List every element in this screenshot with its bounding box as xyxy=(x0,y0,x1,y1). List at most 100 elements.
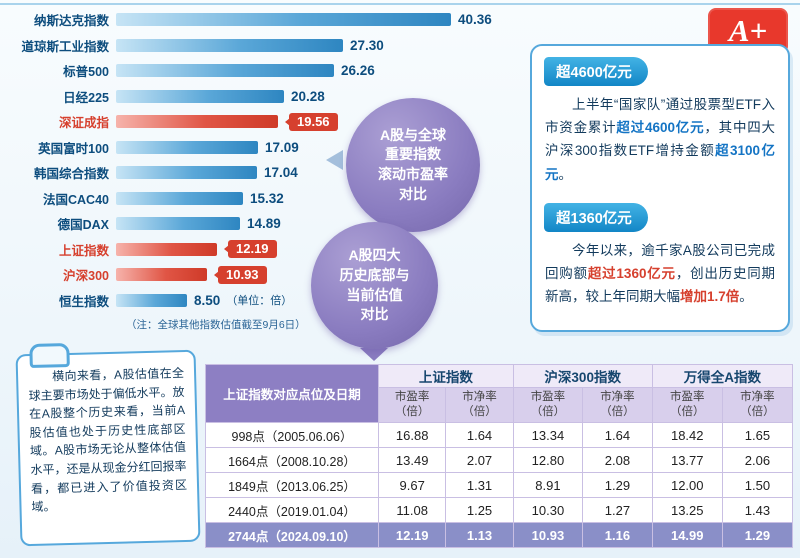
bar-row: 深证成指 19.56 xyxy=(8,109,492,135)
table-row-label: 1664点（2008.10.28） xyxy=(205,447,379,473)
bubble-line: 对比 xyxy=(399,185,427,202)
table-body: 998点（2005.06.06） 16.88 1.64 13.34 1.64 18.42 1… xyxy=(205,422,794,548)
bar-row: 法国CAC40 15.32 xyxy=(8,186,492,212)
bar-row: 英国富时100 17.09 xyxy=(8,135,492,161)
bar-value: 8.50 xyxy=(194,292,221,308)
bubble-line: 滚动市盈率 xyxy=(378,166,448,182)
table-sub-header: 市盈率 （倍） xyxy=(512,387,584,423)
bar xyxy=(116,166,257,180)
info-panel: 超4600亿元 上半年“国家队”通过股票型ETF入市资金累计超过4600亿元，其… xyxy=(530,44,790,332)
table-sub-header: 市净率 （倍） xyxy=(445,387,514,423)
table-row: 2744点（2024.09.10） 12.19 1.13 10.93 1.16 14.99… xyxy=(205,522,794,548)
bar-label: 纳斯达克指数 xyxy=(33,14,109,29)
bar-row: 日经225 20.28 xyxy=(8,84,492,110)
bar-value: 15.32 xyxy=(250,190,284,206)
bar xyxy=(116,140,258,154)
table-cell: 10.30 xyxy=(512,497,584,523)
table-cell: 16.88 xyxy=(377,422,447,448)
bar xyxy=(116,268,207,282)
bar-label: 法国CAC40 xyxy=(43,192,109,207)
bar-label: 道琼斯工业指数 xyxy=(21,39,109,54)
bubble-line: 重要指数 xyxy=(385,146,441,163)
table-cell: 1.16 xyxy=(582,522,653,548)
table-cell: 18.42 xyxy=(651,422,723,448)
chart-footnote: （注：全球其他指数估值截至9月6日） xyxy=(126,319,306,331)
bar-row: 纳斯达克指数 40.36 xyxy=(8,7,492,33)
highlight-text: 增加1.7倍 xyxy=(680,289,740,305)
bar-label: 日经225 xyxy=(63,90,109,105)
bar-value: 14.89 xyxy=(247,216,281,232)
bar xyxy=(116,191,243,205)
bar xyxy=(116,242,217,256)
table-row-label: 1849点（2013.06.25） xyxy=(205,472,379,498)
table-cell: 11.08 xyxy=(377,497,447,523)
text: 。 xyxy=(558,166,573,182)
bar-chart: 纳斯达克指数 40.36 道琼斯工业指数 27.30 标普500 26.26 日经225 20… xyxy=(8,7,492,314)
bubble-line: A股与全球 xyxy=(379,126,447,143)
bar-value: 17.04 xyxy=(264,165,298,181)
bar xyxy=(116,293,187,307)
bar-row: 恒生指数 8.50 （单位：倍） xyxy=(8,288,492,314)
table-cell: 1.31 xyxy=(445,472,514,498)
bar xyxy=(116,64,334,78)
table-cell: 13.49 xyxy=(377,447,447,473)
table-cell: 8.91 xyxy=(512,472,584,498)
bar-row: 沪深300 10.93 xyxy=(8,262,492,288)
bar-value: 17.09 xyxy=(265,139,299,155)
table-cell: 2.06 xyxy=(721,447,794,473)
table-cell: 1.64 xyxy=(445,422,514,448)
bubble-line: A股四大 xyxy=(348,247,401,264)
panel-para-1: 上半年“国家队”通过股票型ETF入市资金累计超过4600亿元，其中四大沪深300… xyxy=(545,93,775,186)
table-row-label: 998点（2005.06.06） xyxy=(205,422,379,448)
bar-label: 沪深300 xyxy=(63,269,109,284)
note-box: 横向来看，A股估值在全球主要市场处于偏低水平。放在A股整个历史来看，当前A股估值… xyxy=(15,342,201,547)
left-arrow-icon xyxy=(326,150,343,170)
text: 今年以来，逾千家A股公司已完成回购额 xyxy=(545,242,775,282)
table-cell: 2.08 xyxy=(582,447,653,473)
table-cell: 1.43 xyxy=(721,497,794,523)
highlight-text: 超3100亿元 xyxy=(545,143,775,182)
bar-label: 上证指数 xyxy=(58,243,109,258)
bar-value: 27.30 xyxy=(350,37,384,53)
badge-4600: 超4600亿元 xyxy=(544,57,648,86)
bar-label: 韩国综合指数 xyxy=(33,167,109,182)
table-cell: 1.29 xyxy=(582,472,653,498)
bar-value: 40.36 xyxy=(458,12,492,28)
bar-label: 恒生指数 xyxy=(58,294,109,309)
table-cell: 1.50 xyxy=(721,472,794,498)
table-group-header: 上证指数 xyxy=(378,364,514,388)
text: 。 xyxy=(739,289,753,305)
bubble-line: 当前估值 xyxy=(346,286,403,303)
table-cell: 13.25 xyxy=(651,497,723,523)
text: ，创出历史同期新高，较上年同期大幅 xyxy=(545,266,776,305)
table-group-header: 沪深300指数 xyxy=(512,364,653,388)
clip-icon xyxy=(29,342,70,369)
table-cell: 1.64 xyxy=(582,422,653,448)
bar-label: 德国DAX xyxy=(57,218,109,233)
table-cell: 14.99 xyxy=(651,522,723,548)
bar xyxy=(116,115,278,129)
bubble-2: A股四大 历史底部与 当前估值 对比 xyxy=(311,222,438,349)
bar-row: 上证指数 12.19 xyxy=(8,237,492,263)
bubble-1: A股与全球重要指数滚动市盈率对比 xyxy=(346,98,480,232)
bar-row: 德国DAX 14.89 xyxy=(8,211,492,237)
table-head: 上证指数对应点位及日期 上证指数 沪深300指数 万得全A指数 市盈率 （倍） 市净率 （… xyxy=(205,364,794,423)
table-row-label: 2744点（2024.09.10） xyxy=(205,522,379,548)
table-cell: 1.65 xyxy=(721,422,794,448)
bar-label: 英国富时100 xyxy=(38,141,109,156)
table-cell: 13.77 xyxy=(651,447,723,473)
bar-label: 深证成指 xyxy=(58,116,109,131)
table-row: 998点（2005.06.06） 16.88 1.64 13.34 1.64 18.42 1… xyxy=(205,422,794,448)
valuation-table: 上证指数对应点位及日期 上证指数 沪深300指数 万得全A指数 市盈率 （倍） 市净率 （… xyxy=(205,364,794,548)
bar-value: 20.28 xyxy=(291,88,325,104)
table-cell: 10.93 xyxy=(512,522,584,548)
bar-value: 12.19 xyxy=(224,240,277,259)
table-row-label: 2440点（2019.01.04） xyxy=(205,497,379,523)
highlight-text: 超过1360亿元 xyxy=(587,266,676,282)
table-cell: 1.29 xyxy=(721,522,794,548)
table-sub-header: 市盈率 （倍） xyxy=(651,387,723,423)
panel-para-2: 今年以来，逾千家A股公司已完成回购额超过1360亿元，创出历史同期新高，较上年同… xyxy=(545,239,775,309)
bar-value: 10.93 xyxy=(214,265,267,284)
bubble-line: 对比 xyxy=(360,306,389,323)
bar xyxy=(116,217,240,231)
